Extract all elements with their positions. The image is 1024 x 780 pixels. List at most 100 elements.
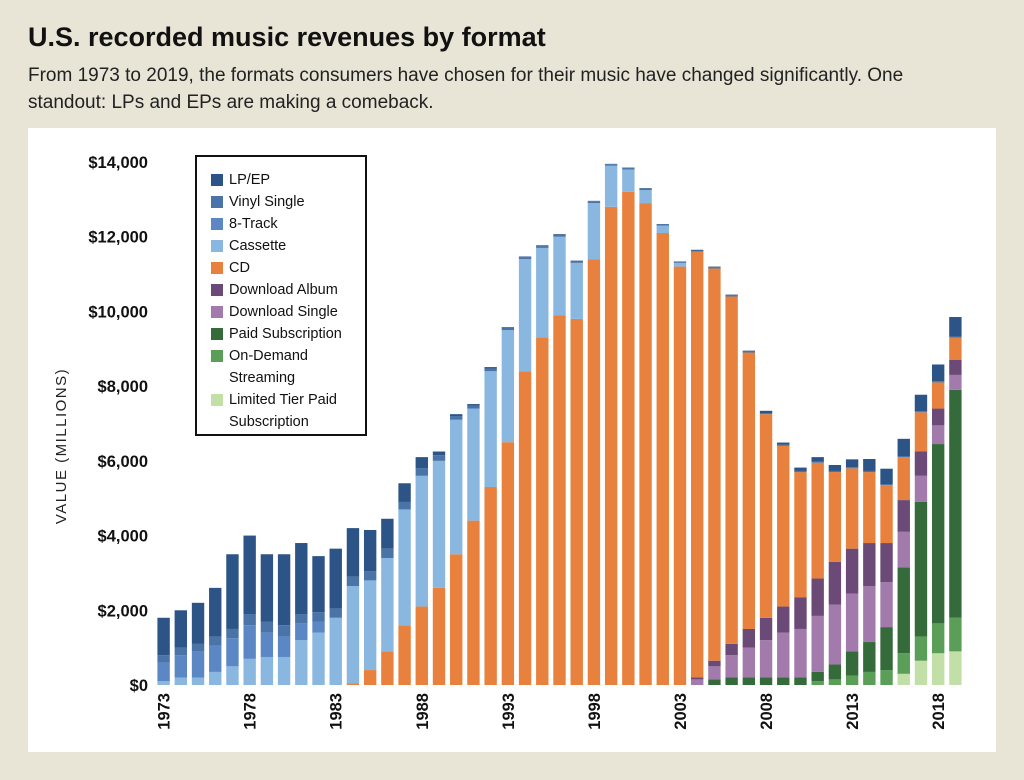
bar-segment-vinyl-single-1999 <box>604 164 618 166</box>
bar-segment-lp-ep-2015 <box>880 468 893 485</box>
bar-segment-cd-2011 <box>811 462 824 579</box>
bar-segment-vinyl-single-2014 <box>863 470 876 473</box>
bar-segment-vinyl-single-2004 <box>691 250 704 252</box>
bar-segment-cassette-1986 <box>381 557 394 652</box>
bar-segment-on-demand-streaming-2014 <box>863 671 876 685</box>
bar-segment-lp-ep-2010 <box>794 467 807 471</box>
bar-segment-lp-ep-2012 <box>828 464 842 471</box>
bar-segment-lp-ep-1977 <box>226 554 239 629</box>
bar-segment-download-album-2015 <box>880 543 893 583</box>
bar-segment-cd-2018 <box>931 382 945 409</box>
bar-segment-cassette-1988 <box>415 475 428 607</box>
bar-segment-download-single-2009 <box>777 632 790 678</box>
bar-segment-lp-ep-2008 <box>759 410 773 414</box>
legend-swatch <box>211 350 223 362</box>
bar-segment-cd-1998 <box>587 259 601 685</box>
bar-segment-cd-2015 <box>880 485 893 544</box>
bar-segment-cd-1991 <box>467 520 480 685</box>
bar-segment-paid-subscription-2018 <box>931 444 945 624</box>
bar-segment-lp-ep-2001 <box>639 188 652 189</box>
bar-segment-cassette-1999 <box>604 165 618 207</box>
bar-segment-download-single-2010 <box>794 628 807 678</box>
bar-segment-download-album-2005 <box>708 660 721 667</box>
bar-segment-cd-1996 <box>553 315 566 685</box>
bar-segment-download-album-2016 <box>897 500 910 532</box>
bar-segment-lp-ep-1992 <box>484 367 497 369</box>
bar-segment-lp-ep-2016 <box>897 438 910 456</box>
bar-segment-vinyl-single-2019 <box>949 336 962 338</box>
bar-segment-download-single-2007 <box>742 647 756 678</box>
bar-segment-cassette-1980 <box>277 656 291 685</box>
legend-swatch <box>211 306 223 318</box>
legend-swatch <box>211 196 223 208</box>
bar-segment-vinyl-single-2009 <box>777 444 790 446</box>
legend-label: Download Single <box>229 304 338 320</box>
bar-segment-lp-ep-1982 <box>312 556 325 613</box>
bar-segment-cassette-1998 <box>587 203 601 260</box>
bar-segment-lp-ep-1987 <box>398 483 411 502</box>
bar-segment-download-album-2006 <box>725 643 738 656</box>
bar-segment-on-demand-streaming-2015 <box>880 670 893 685</box>
bar-segment-limited-tier-paid-subscription-2017 <box>914 660 928 685</box>
legend-item: Vinyl Single <box>211 191 365 213</box>
bar-segment-lp-ep-2004 <box>691 249 704 251</box>
bar-segment-cd-2002 <box>656 232 669 685</box>
x-tick-label: 1983 <box>328 693 346 730</box>
bar-segment-download-single-2015 <box>880 582 893 628</box>
bar-segment-paid-subscription-2013 <box>845 651 859 676</box>
stacked-bar-chart: $0 $2,000 $4,000 $6,000 $8,000 $10,000 $12,000… <box>53 154 962 730</box>
bar-segment-vinyl-single-2015 <box>880 484 893 486</box>
bar-segment-8-track-1980 <box>277 636 291 657</box>
bar-segment-download-single-2011 <box>811 615 824 672</box>
legend-item: 8-Track <box>211 213 365 235</box>
bars <box>157 163 962 685</box>
x-tick-label: 2018 <box>930 693 948 730</box>
bar-segment-download-album-2011 <box>811 578 824 616</box>
bar-segment-8-track-1979 <box>260 632 274 657</box>
y-tick-label: $14,000 <box>88 154 148 172</box>
bar-segment-cd-1989 <box>432 587 446 685</box>
legend-label: On-Demand Streaming <box>229 348 308 386</box>
y-tick-label: $0 <box>130 677 148 695</box>
bar-segment-vinyl-single-1986 <box>381 548 394 558</box>
bar-segment-download-album-2009 <box>777 606 790 633</box>
bar-segment-vinyl-single-1976 <box>209 636 222 646</box>
bar-segment-cassette-1995 <box>536 247 549 338</box>
y-axis-label: VALUE (MILLIONS) <box>53 368 70 524</box>
legend-item: Limited Tier Paid Subscription <box>211 389 365 433</box>
legend-swatch <box>211 394 223 406</box>
bar-segment-cassette-1989 <box>432 460 446 588</box>
bar-segment-8-track-1978 <box>243 625 256 659</box>
bar-segment-vinyl-single-2008 <box>759 413 773 415</box>
bar-segment-vinyl-single-2017 <box>914 411 928 413</box>
bar-segment-vinyl-single-1988 <box>415 468 428 476</box>
x-tick-label: 1973 <box>156 693 174 730</box>
bar-segment-download-single-2004 <box>691 679 704 685</box>
bar-segment-cd-1993 <box>501 442 515 685</box>
bar-segment-cd-2019 <box>949 337 962 360</box>
bar-segment-paid-subscription-2010 <box>794 677 807 685</box>
bar-segment-cd-1990 <box>450 554 463 685</box>
legend-label: Vinyl Single <box>229 194 305 210</box>
bar-segment-download-album-2004 <box>691 677 704 680</box>
bar-segment-vinyl-single-2001 <box>639 188 652 191</box>
x-tick-label: 2003 <box>672 693 690 730</box>
bar-segment-vinyl-single-2010 <box>794 470 807 473</box>
legend-swatch <box>211 218 223 230</box>
bar-segment-vinyl-single-1979 <box>260 621 274 633</box>
bar-segment-paid-subscription-2016 <box>897 567 910 654</box>
x-tick-label: 1993 <box>500 693 518 730</box>
bar-segment-lp-ep-1983 <box>329 548 342 609</box>
bar-segment-lp-ep-1990 <box>450 414 463 417</box>
y-tick-label: $12,000 <box>88 229 148 247</box>
bar-segment-vinyl-single-2000 <box>622 168 635 170</box>
bar-segment-download-album-2014 <box>863 543 876 586</box>
legend-item: LP/EP <box>211 169 365 191</box>
bar-segment-lp-ep-1979 <box>260 554 274 622</box>
bar-segment-download-album-2018 <box>931 408 945 426</box>
y-tick-label: $6,000 <box>98 453 148 471</box>
bar-segment-8-track-1977 <box>226 638 239 667</box>
bar-segment-vinyl-single-1994 <box>518 257 532 260</box>
bar-segment-download-single-2018 <box>931 425 945 445</box>
bar-segment-cd-1999 <box>604 206 618 685</box>
